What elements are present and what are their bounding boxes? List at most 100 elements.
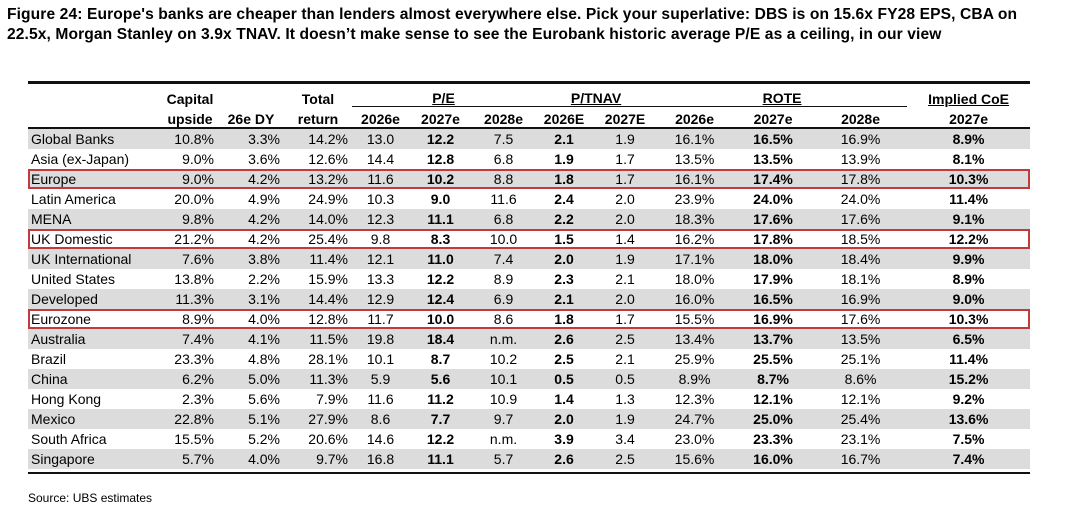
cell-implied-coe: 9.2% <box>952 391 985 407</box>
cell-pe-2026: 12.9 <box>352 289 409 309</box>
cell-region: Australia <box>28 329 162 349</box>
cell-implied-coe: 8.9% <box>952 271 985 287</box>
cell-region: UK International <box>28 249 162 269</box>
cell-ptnav-2026: 2.0 <box>535 409 594 429</box>
table-bottom-rule <box>28 472 1030 474</box>
cell-total-return: 27.9% <box>284 409 352 429</box>
cell-pe-2026: 11.6 <box>367 391 394 407</box>
cell-rote-2027: 16.0% <box>732 449 815 469</box>
table-body: Global Banks 10.8% 3.3% 14.2% 13.0 12.2 7.5 2.1… <box>28 128 1031 469</box>
cell-pe-2028: 6.8 <box>472 209 536 229</box>
cell-pe-2027: 12.2 <box>426 271 455 287</box>
cell-rote-2026: 24.7% <box>657 409 733 429</box>
cell-pe-2026: 12.1 <box>352 249 409 269</box>
cell-pe-2027: 11.1 <box>409 209 472 229</box>
cell-pe-2028: 7.4 <box>472 249 536 269</box>
cell-ptnav-2027: 2.0 <box>615 191 635 207</box>
cell-ptnav-2027: 1.9 <box>593 249 658 269</box>
cell-pe-2027: 8.7 <box>430 351 451 367</box>
table-row: Latin America 20.0% 4.9% 24.9% 10.3 9.0 11.6 2.… <box>28 189 1030 209</box>
table-row: Hong Kong 2.3% 5.6% 7.9% 11.6 11.2 10.9 1.4 1.3 1… <box>28 389 1030 409</box>
cell-implied-coe: 9.1% <box>907 209 1031 229</box>
cell-rote-2027: 23.3% <box>753 431 793 447</box>
cell-upside: 22.8% <box>162 409 218 429</box>
cell-region: UK Domestic <box>28 229 162 249</box>
table-row: Asia (ex-Japan) 9.0% 3.6% 12.6% 14.4 12.8 6.8 1… <box>28 149 1030 169</box>
cell-dy: 3.3% <box>218 128 284 149</box>
cell-dy: 4.0% <box>218 449 284 469</box>
cell-pe-2027: 8.3 <box>409 229 472 249</box>
cell-pe-2026: 12.3 <box>352 209 409 229</box>
cell-upside: 9.8% <box>162 209 218 229</box>
cell-rote-2026: 13.4% <box>657 329 733 349</box>
table-row: Eurozone 8.9% 4.0% 12.8% 11.7 10.0 8.6 1.8 1.7 15… <box>28 309 1030 329</box>
cell-total-return: 12.8% <box>284 309 352 329</box>
cell-rote-2026: 23.9% <box>674 191 715 207</box>
cell-ptnav-2027: 2.0 <box>593 209 658 229</box>
cell-ptnav-2027: 3.4 <box>615 431 635 447</box>
cell-implied-coe: 13.6% <box>907 409 1031 429</box>
cell-total-return: 9.7% <box>284 449 352 469</box>
cell-pe-2027: 7.7 <box>409 409 472 429</box>
cell-ptnav-2026: 2.6 <box>535 329 594 349</box>
table-row: Developed 11.3% 3.1% 14.4% 12.9 12.4 6.9 2.1 2.0… <box>28 289 1031 309</box>
cell-total-return: 13.2% <box>284 169 352 189</box>
cell-pe-2028: 7.5 <box>472 128 536 149</box>
cell-pe-2028: 10.0 <box>472 229 535 249</box>
cell-dy: 4.8% <box>248 351 280 367</box>
cell-rote-2027: 25.5% <box>753 351 793 367</box>
cell-rote-2028: 18.4% <box>814 249 908 269</box>
cell-pe-2028: 10.9 <box>489 391 518 407</box>
table-row: MENA 9.8% 4.2% 14.0% 12.3 11.1 6.8 2.2 2.0 18.3% 1… <box>28 209 1031 229</box>
cell-pe-2026: 11.7 <box>352 309 409 329</box>
cell-ptnav-2026: 2.1 <box>535 289 594 309</box>
cell-ptnav-2026: 0.5 <box>535 369 594 389</box>
cell-dy: 3.1% <box>218 289 284 309</box>
cell-pe-2028: 8.9 <box>493 271 514 287</box>
header-ptnav-2026: 2026E <box>535 106 594 129</box>
cell-region: China <box>28 369 162 389</box>
cell-implied-coe: 8.9% <box>907 128 1031 149</box>
cell-dy: 4.9% <box>248 191 280 207</box>
cell-total-return: 20.6% <box>308 431 348 447</box>
cell-rote-2027: 25.0% <box>732 409 815 429</box>
cell-implied-coe: 12.2% <box>907 229 1030 249</box>
table-top-rule <box>28 81 1030 84</box>
source-note: Source: UBS estimates <box>28 491 153 505</box>
cell-upside: 8.9% <box>162 309 218 329</box>
cell-dy: 4.2% <box>218 209 284 229</box>
cell-rote-2026: 18.3% <box>657 209 733 229</box>
cell-dy: 4.1% <box>218 329 284 349</box>
cell-dy: 3.6% <box>248 151 280 167</box>
cell-region: Europe <box>28 169 162 189</box>
cell-ptnav-2027: 2.5 <box>593 329 658 349</box>
cell-rote-2026: 16.2% <box>657 229 732 249</box>
cell-ptnav-2026: 2.0 <box>535 249 594 269</box>
cell-upside: 9.0% <box>162 169 218 189</box>
header-rote: ROTE <box>657 86 908 107</box>
cell-implied-coe: 10.3% <box>907 169 1031 189</box>
cell-ptnav-2027: 2.1 <box>615 351 635 367</box>
cell-upside: 21.2% <box>162 229 218 249</box>
cell-upside: 2.3% <box>182 391 214 407</box>
cell-region: United States <box>31 271 116 287</box>
cell-rote-2027: 18.0% <box>732 249 815 269</box>
cell-rote-2027: 16.5% <box>732 128 815 149</box>
cell-pe-2027: 10.2 <box>409 169 472 189</box>
cell-implied-coe: 9.0% <box>907 289 1031 309</box>
cell-rote-2028: 24.0% <box>840 191 881 207</box>
cell-rote-2026: 23.0% <box>674 431 715 447</box>
cell-rote-2027: 8.7% <box>732 369 815 389</box>
cell-pe-2027: 5.6 <box>409 369 472 389</box>
header-coe-2027: 2027e <box>907 106 1031 129</box>
cell-ptnav-2026: 2.1 <box>535 128 594 149</box>
cell-rote-2028: 17.6% <box>814 309 907 329</box>
header-upside: upside <box>162 106 218 129</box>
table-row: Global Banks 10.8% 3.3% 14.2% 13.0 12.2 7.5 2.1… <box>28 128 1031 149</box>
cell-rote-2028: 13.9% <box>840 151 881 167</box>
cell-pe-2026: 11.6 <box>352 169 409 189</box>
cell-pe-2027: 9.0 <box>430 191 451 207</box>
cell-rote-2028: 16.9% <box>814 128 908 149</box>
cell-ptnav-2026: 3.9 <box>554 431 574 447</box>
cell-rote-2026: 16.1% <box>657 128 733 149</box>
